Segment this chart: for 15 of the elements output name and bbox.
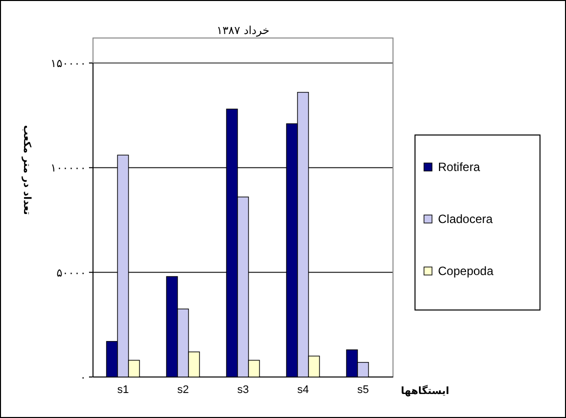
legend-label: Copepoda [438,264,494,278]
x-tick-label: s3 [237,384,249,396]
y-axis-title: تعداد در متر مکعب [21,125,32,216]
y-tick-label: ۱۰۰۰۰۰ [50,162,86,175]
legend-label: Cladocera [438,212,494,226]
x-tick-label: s2 [177,384,189,396]
y-tick-label: ۰ [80,371,86,384]
chart-title: خرداد ۱۳۸۷ [216,24,270,37]
x-tick-label: s5 [357,384,369,396]
legend-label: Rotifera [438,160,480,174]
x-tick-label: s1 [117,384,129,396]
x-tick-label: s4 [297,384,309,396]
x-axis-title: ایستگاهها [400,384,450,397]
y-tick-label: ۵۰۰۰۰ [56,266,86,280]
y-tick-label: ۱۵۰۰۰۰ [50,57,86,70]
